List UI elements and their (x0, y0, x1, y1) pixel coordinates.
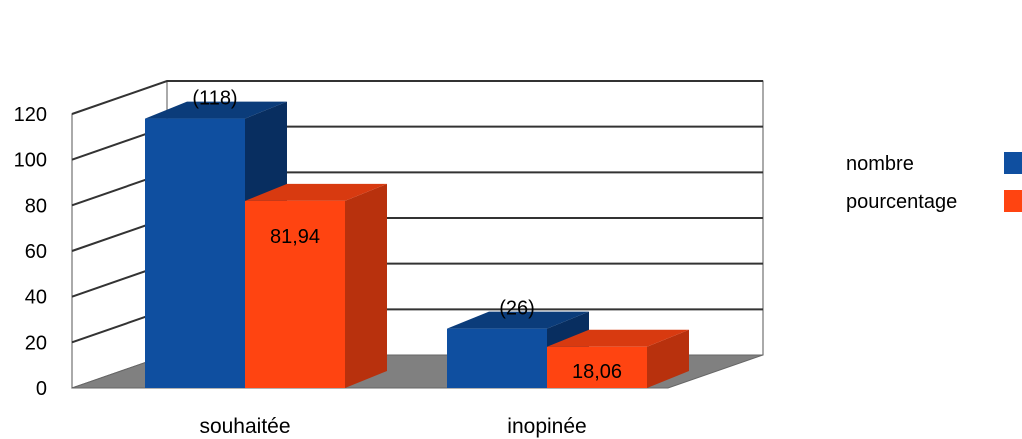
bar-side (647, 329, 689, 388)
y-tick-label: 40 (25, 287, 47, 309)
bar (547, 329, 689, 388)
legend-label: pourcentage (846, 191, 957, 213)
bar-top (547, 329, 689, 347)
data-label: (26) (499, 298, 535, 320)
y-tick-label: 100 (14, 150, 47, 172)
bar-front (547, 346, 647, 388)
y-tick-label: 20 (25, 332, 47, 354)
legend-swatch (1004, 190, 1022, 212)
data-label: 18,06 (572, 361, 622, 383)
x-category-label: inopinée (507, 415, 586, 438)
data-labels: (118) 81,94 (26) 18,06 (192, 88, 622, 383)
x-category-label: souhaitée (199, 415, 290, 438)
bar-side (345, 183, 387, 388)
y-tick-label: 120 (14, 104, 47, 126)
x-axis-categories: souhaitée inopinée (199, 415, 586, 438)
y-tick-label: 80 (25, 195, 47, 217)
legend-swatch (1004, 152, 1022, 174)
y-tick-label: 0 (36, 378, 47, 400)
bar-top (447, 311, 589, 329)
y-axis-ticks: 0 20 40 60 80 100 120 (14, 104, 47, 400)
legend-label: nombre (846, 153, 914, 175)
y-tick-label: 60 (25, 241, 47, 263)
legend: nombre pourcentage (846, 152, 1022, 213)
bars (145, 101, 689, 389)
bar-front (245, 200, 345, 388)
bar-front (145, 118, 245, 389)
data-label: 81,94 (270, 226, 320, 248)
bar-top (245, 183, 387, 201)
gridline (71, 80, 763, 115)
bar-top (145, 101, 287, 119)
bar-front (447, 328, 547, 388)
data-label: (118) (192, 88, 237, 110)
bar (245, 183, 387, 388)
